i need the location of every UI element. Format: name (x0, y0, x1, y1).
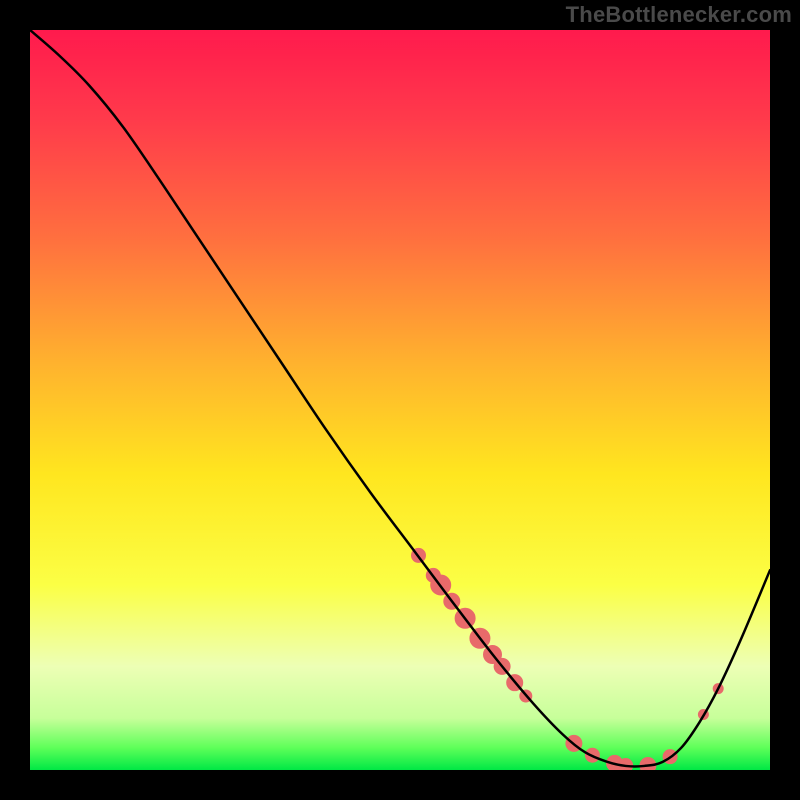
watermark-label: TheBottlenecker.com (566, 2, 792, 28)
bottleneck-curve-chart (30, 30, 770, 770)
chart-frame: TheBottlenecker.com (0, 0, 800, 800)
plot-background (30, 30, 770, 770)
